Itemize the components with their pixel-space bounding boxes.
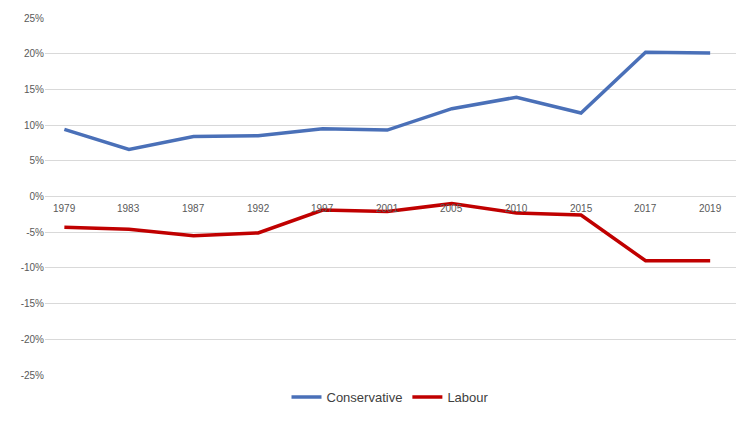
- svg-text:1992: 1992: [247, 203, 270, 214]
- svg-text:2019: 2019: [699, 203, 722, 214]
- svg-text:25%: 25%: [24, 13, 44, 24]
- svg-text:-15%: -15%: [21, 298, 44, 309]
- svg-text:2001: 2001: [376, 203, 399, 214]
- svg-text:1983: 1983: [117, 203, 140, 214]
- svg-text:2010: 2010: [505, 203, 528, 214]
- svg-text:5%: 5%: [30, 155, 45, 166]
- svg-text:2005: 2005: [440, 203, 463, 214]
- svg-text:-10%: -10%: [21, 262, 44, 273]
- svg-text:2015: 2015: [570, 203, 593, 214]
- svg-text:15%: 15%: [24, 84, 44, 95]
- svg-text:1997: 1997: [311, 203, 334, 214]
- svg-text:0%: 0%: [30, 191, 45, 202]
- svg-text:-20%: -20%: [21, 334, 44, 345]
- svg-text:1979: 1979: [53, 203, 76, 214]
- svg-text:10%: 10%: [24, 120, 44, 131]
- svg-text:-25%: -25%: [21, 370, 44, 381]
- svg-text:2017: 2017: [634, 203, 657, 214]
- svg-text:20%: 20%: [24, 48, 44, 59]
- svg-text:1987: 1987: [182, 203, 205, 214]
- svg-text:Conservative: Conservative: [327, 390, 403, 405]
- svg-text:Labour: Labour: [447, 390, 488, 405]
- svg-text:-5%: -5%: [26, 227, 44, 238]
